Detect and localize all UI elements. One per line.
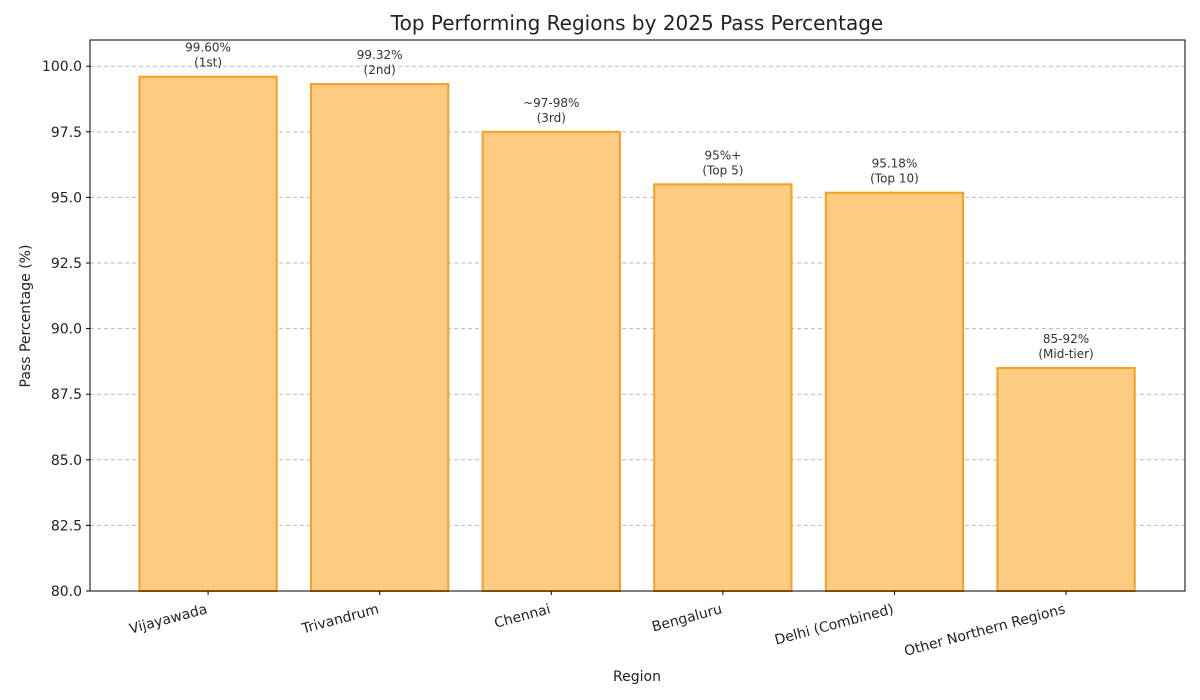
bar <box>310 83 450 593</box>
chart-title: Top Performing Regions by 2025 Pass Perc… <box>390 11 883 35</box>
bars <box>138 75 1136 593</box>
y-tick-label: 87.5 <box>51 387 82 403</box>
y-tick-label: 82.5 <box>51 518 82 534</box>
x-tick-label: Delhi (Combined) <box>773 601 896 648</box>
x-tick-label: Other Northern Regions <box>903 601 1068 659</box>
x-tick-label: Vijayawada <box>128 601 209 637</box>
bar <box>481 130 621 592</box>
value-label: 95%+ <box>704 148 741 162</box>
bar <box>653 183 793 593</box>
value-label: 99.60% <box>185 41 231 55</box>
y-tick-label: 95.0 <box>51 190 82 206</box>
y-tick-label: 97.5 <box>51 125 82 141</box>
x-axis-label: Region <box>613 669 661 685</box>
y-tick-label: 90.0 <box>51 322 82 338</box>
x-tick-label: Trivandrum <box>299 601 380 637</box>
value-label: 85-92% <box>1043 332 1089 346</box>
value-label: (3rd) <box>537 111 566 125</box>
y-tick-label: 80.0 <box>51 584 82 600</box>
value-label: ~97-98% <box>523 96 579 110</box>
bar <box>824 191 965 592</box>
value-label: (Top 10) <box>870 172 919 186</box>
y-axis-label: Pass Percentage (%) <box>18 245 34 388</box>
value-label: (2nd) <box>364 63 396 77</box>
bar <box>996 366 1136 592</box>
x-tick-label: Bengaluru <box>650 601 724 635</box>
value-label: 95.18% <box>872 157 918 171</box>
plot-frame <box>89 39 1186 592</box>
value-label: (Mid-tier) <box>1038 347 1093 361</box>
y-tick-label: 85.0 <box>51 453 82 469</box>
value-label: (Top 5) <box>702 163 743 177</box>
value-label: 99.32% <box>357 48 403 62</box>
y-tick-label: 100.0 <box>42 59 82 75</box>
x-tick-label: Chennai <box>493 601 553 631</box>
value-label: (1st) <box>194 56 222 70</box>
bar <box>138 75 278 592</box>
y-tick-label: 92.5 <box>51 256 82 272</box>
